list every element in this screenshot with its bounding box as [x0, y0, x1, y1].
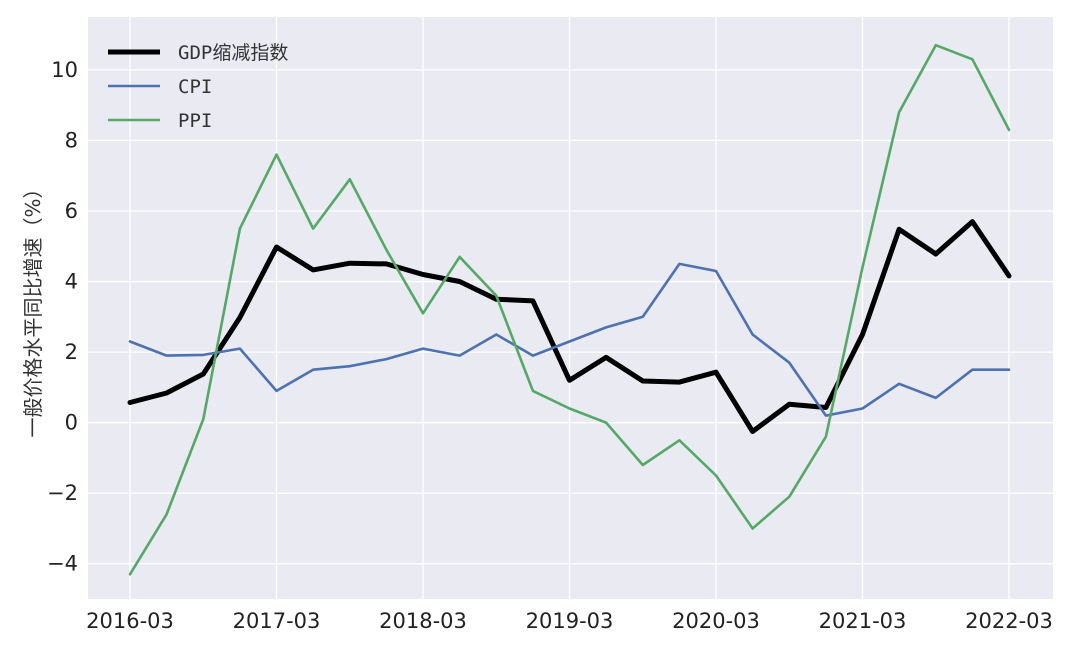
series-line-GDP缩减指数 [127, 219, 1012, 434]
series-line-CPI [128, 262, 1011, 417]
y-tick-label: −2 [47, 481, 78, 505]
x-tick-label: 2018-03 [379, 609, 467, 633]
y-axis-ticks: −4 −2 0 2 4 6 8 10 [47, 58, 78, 576]
plot-area [88, 17, 1053, 599]
x-tick-label: 2016-03 [86, 609, 174, 633]
y-tick-label: 2 [65, 340, 78, 364]
y-tick-label: 6 [65, 199, 78, 223]
y-axis-label: 一般价格水平同比增速（%） [21, 178, 45, 437]
x-tick-label: 2021-03 [819, 609, 907, 633]
series-line-PPI [128, 43, 1011, 576]
x-axis-ticks: 2016-03 2017-03 2018-03 2019-03 2020-03 2021-… [86, 609, 1053, 633]
x-tick-label: 2022-03 [965, 609, 1053, 633]
series-lines [127, 43, 1012, 576]
y-tick-label: 0 [65, 411, 78, 435]
legend-label: CPI [178, 76, 212, 98]
y-tick-label: 4 [65, 270, 78, 294]
y-tick-label: 10 [51, 58, 78, 82]
y-tick-label: −4 [47, 552, 78, 576]
legend-label: GDP缩减指数 [178, 42, 288, 64]
x-tick-label: 2017-03 [233, 609, 321, 633]
y-tick-label: 8 [65, 128, 78, 152]
x-tick-label: 2019-03 [526, 609, 614, 633]
legend-label: PPI [178, 110, 212, 132]
x-tick-label: 2020-03 [672, 609, 760, 633]
legend: GDP缩减指数 CPI PPI [108, 42, 288, 132]
